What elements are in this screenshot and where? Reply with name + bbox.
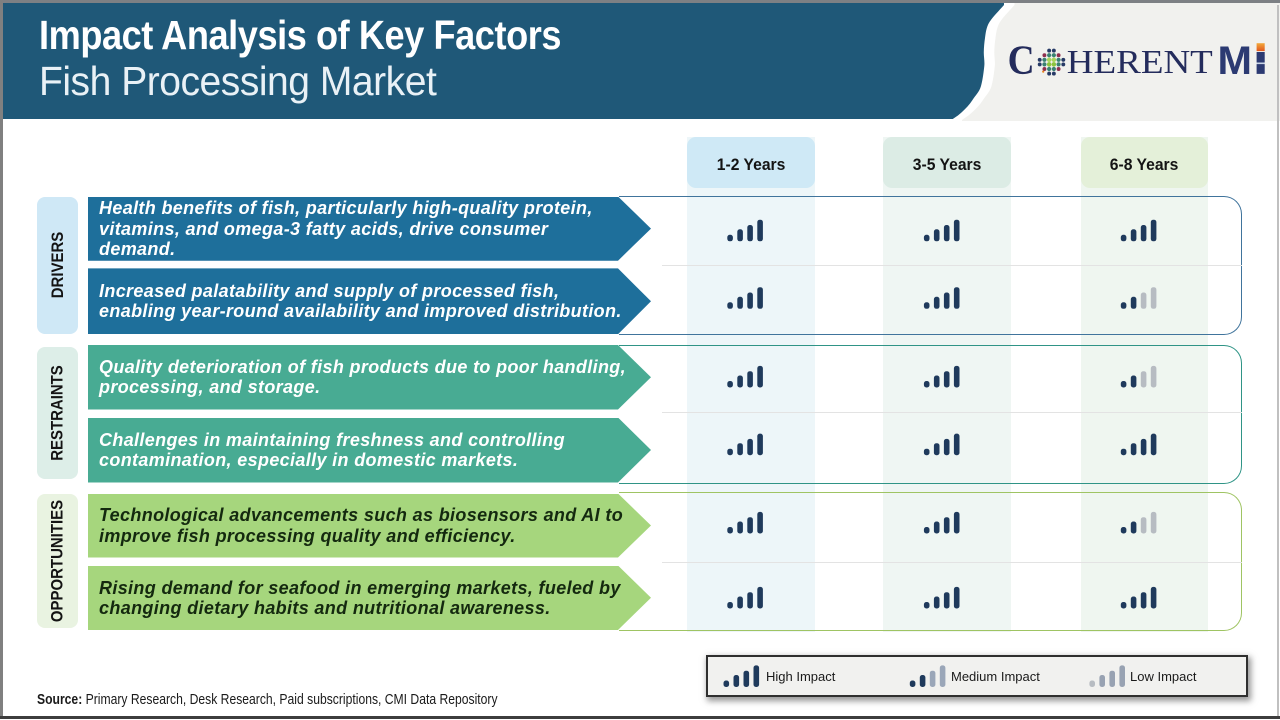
svg-text:M: M: [1218, 38, 1253, 83]
svg-text:C: C: [1008, 37, 1035, 83]
svg-text:HERENT: HERENT: [1067, 44, 1213, 81]
